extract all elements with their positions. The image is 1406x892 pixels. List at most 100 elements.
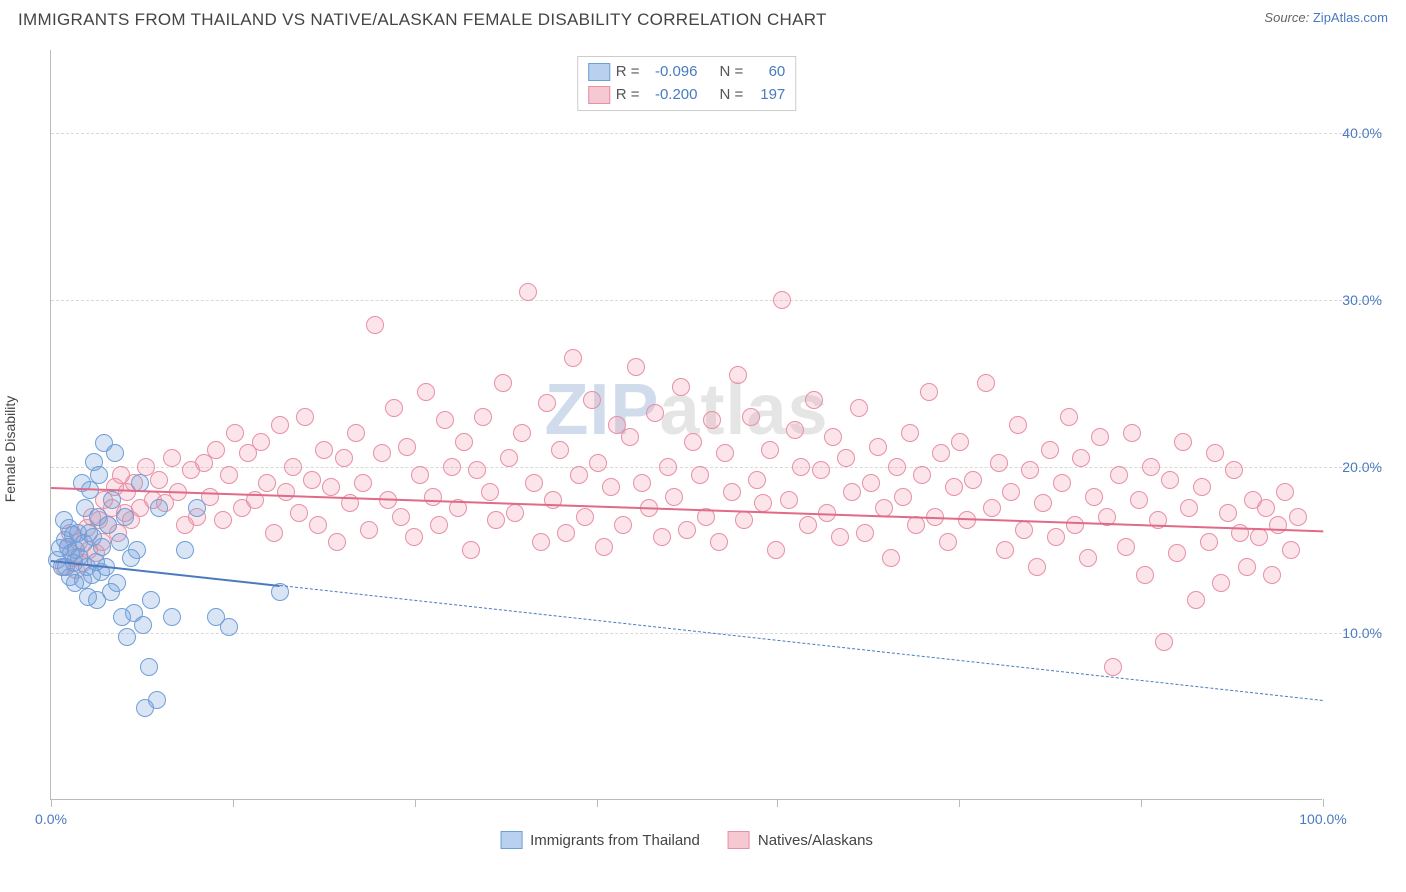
scatter-point: [1206, 444, 1224, 462]
scatter-point: [1142, 458, 1160, 476]
y-tick-label: 40.0%: [1342, 125, 1382, 141]
scatter-point: [1085, 488, 1103, 506]
scatter-point: [90, 466, 108, 484]
scatter-point: [265, 524, 283, 542]
scatter-point: [1263, 566, 1281, 584]
scatter-point: [729, 366, 747, 384]
scatter-point: [1041, 441, 1059, 459]
scatter-point: [964, 471, 982, 489]
stat-label-n: N =: [720, 84, 744, 107]
scatter-point: [188, 499, 206, 517]
scatter-point: [111, 533, 129, 551]
scatter-point: [513, 424, 531, 442]
scatter-point: [258, 474, 276, 492]
scatter-point: [150, 471, 168, 489]
scatter-point: [742, 408, 760, 426]
x-tick: [959, 799, 960, 807]
y-tick-label: 10.0%: [1342, 625, 1382, 641]
scatter-point: [932, 444, 950, 462]
scatter-point: [945, 478, 963, 496]
scatter-point: [557, 524, 575, 542]
scatter-point: [108, 574, 126, 592]
stat-value-r: -0.200: [646, 84, 698, 107]
scatter-point: [1180, 499, 1198, 517]
scatter-point: [735, 511, 753, 529]
scatter-point: [1130, 491, 1148, 509]
scatter-point: [869, 438, 887, 456]
series-legend: Immigrants from ThailandNatives/Alaskans: [500, 831, 873, 849]
scatter-point: [672, 378, 690, 396]
plot-area: ZIPatlas R =-0.096N =60R =-0.200N =197 I…: [50, 50, 1322, 800]
series-swatch: [588, 63, 610, 81]
scatter-point: [99, 516, 117, 534]
x-tick: [777, 799, 778, 807]
scatter-point: [150, 499, 168, 517]
scatter-point: [163, 608, 181, 626]
stat-label-n: N =: [720, 61, 744, 84]
scatter-point: [913, 466, 931, 484]
scatter-point: [983, 499, 1001, 517]
scatter-point: [761, 441, 779, 459]
scatter-point: [405, 528, 423, 546]
scatter-point: [551, 441, 569, 459]
gridline-h: [51, 133, 1382, 134]
scatter-point: [1053, 474, 1071, 492]
scatter-point: [646, 404, 664, 422]
scatter-point: [1015, 521, 1033, 539]
scatter-point: [576, 508, 594, 526]
scatter-point: [328, 533, 346, 551]
scatter-point: [888, 458, 906, 476]
scatter-point: [366, 316, 384, 334]
scatter-point: [430, 516, 448, 534]
scatter-point: [506, 504, 524, 522]
y-tick-label: 20.0%: [1342, 459, 1382, 475]
scatter-point: [748, 471, 766, 489]
scatter-point: [519, 283, 537, 301]
chart-title: IMMIGRANTS FROM THAILAND VS NATIVE/ALASK…: [18, 10, 827, 30]
scatter-point: [468, 461, 486, 479]
x-tick: [1141, 799, 1142, 807]
scatter-point: [901, 424, 919, 442]
scatter-point: [1269, 516, 1287, 534]
source-credit: Source: ZipAtlas.com: [1264, 10, 1388, 25]
scatter-point: [621, 428, 639, 446]
scatter-point: [455, 433, 473, 451]
scatter-point: [148, 691, 166, 709]
x-tick: [597, 799, 598, 807]
series-swatch: [588, 86, 610, 104]
scatter-point: [1289, 508, 1307, 526]
scatter-point: [894, 488, 912, 506]
scatter-point: [627, 358, 645, 376]
scatter-point: [271, 416, 289, 434]
scatter-point: [951, 433, 969, 451]
y-axis-label: Female Disability: [2, 396, 18, 503]
scatter-point: [780, 491, 798, 509]
scatter-point: [116, 508, 134, 526]
stats-row: R =-0.200N =197: [588, 84, 786, 107]
scatter-point: [831, 528, 849, 546]
scatter-point: [93, 538, 111, 556]
scatter-point: [303, 471, 321, 489]
scatter-point: [207, 441, 225, 459]
scatter-point: [1282, 541, 1300, 559]
scatter-point: [665, 488, 683, 506]
scatter-point: [481, 483, 499, 501]
scatter-point: [462, 541, 480, 559]
correlation-stats-box: R =-0.096N =60R =-0.200N =197: [577, 56, 797, 111]
scatter-point: [691, 466, 709, 484]
legend-item: Immigrants from Thailand: [500, 831, 700, 849]
scatter-point: [1219, 504, 1237, 522]
scatter-point: [799, 516, 817, 534]
scatter-point: [385, 399, 403, 417]
stat-value-r: -0.096: [646, 61, 698, 84]
scatter-point: [703, 411, 721, 429]
scatter-point: [142, 591, 160, 609]
scatter-point: [226, 424, 244, 442]
scatter-point: [134, 616, 152, 634]
scatter-point: [1091, 428, 1109, 446]
scatter-point: [436, 411, 454, 429]
scatter-point: [1117, 538, 1135, 556]
scatter-point: [602, 478, 620, 496]
x-tick-label: 100.0%: [1299, 811, 1346, 827]
scatter-point: [773, 291, 791, 309]
